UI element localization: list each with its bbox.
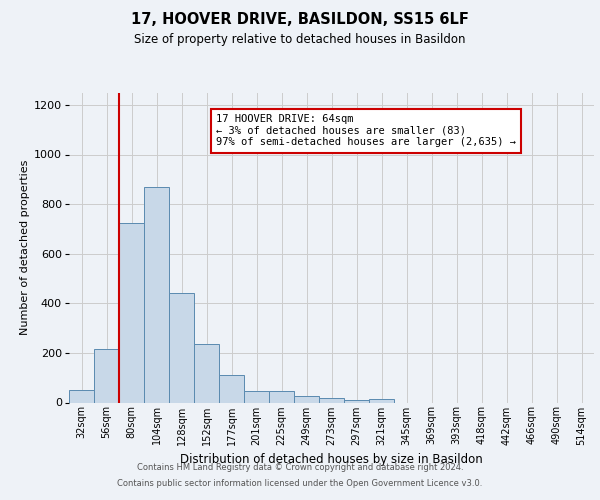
Text: 17, HOOVER DRIVE, BASILDON, SS15 6LF: 17, HOOVER DRIVE, BASILDON, SS15 6LF [131, 12, 469, 28]
Text: Size of property relative to detached houses in Basildon: Size of property relative to detached ho… [134, 32, 466, 46]
Bar [144, 186, 169, 402]
Bar [244, 392, 269, 402]
Bar [269, 392, 294, 402]
Text: 17 HOOVER DRIVE: 64sqm
← 3% of detached houses are smaller (83)
97% of semi-deta: 17 HOOVER DRIVE: 64sqm ← 3% of detached … [216, 114, 516, 148]
Bar [169, 294, 194, 403]
Bar [94, 349, 119, 403]
Bar [119, 222, 144, 402]
Bar [194, 344, 219, 403]
Text: Contains public sector information licensed under the Open Government Licence v3: Contains public sector information licen… [118, 478, 482, 488]
Bar [219, 375, 244, 402]
Bar [369, 399, 394, 402]
Bar [294, 396, 319, 402]
Bar [69, 390, 94, 402]
X-axis label: Distribution of detached houses by size in Basildon: Distribution of detached houses by size … [180, 453, 483, 466]
Bar [344, 400, 369, 402]
Y-axis label: Number of detached properties: Number of detached properties [20, 160, 30, 335]
Text: Contains HM Land Registry data © Crown copyright and database right 2024.: Contains HM Land Registry data © Crown c… [137, 464, 463, 472]
Bar [319, 398, 344, 402]
